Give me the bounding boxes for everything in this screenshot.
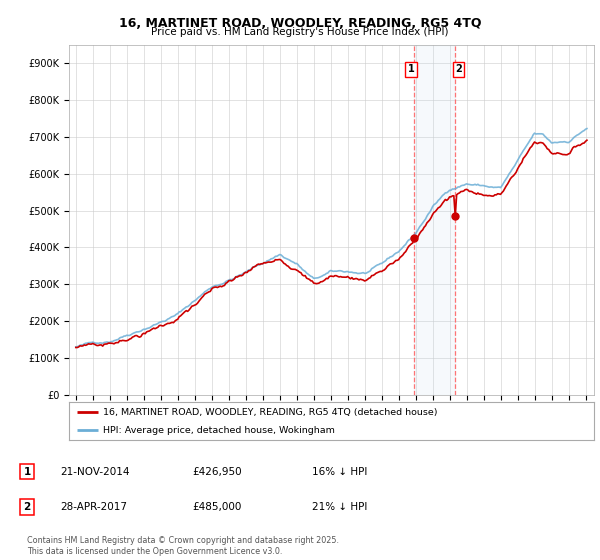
Text: 28-APR-2017: 28-APR-2017 <box>60 502 127 512</box>
Text: £426,950: £426,950 <box>192 466 242 477</box>
Text: 1: 1 <box>407 64 415 74</box>
Text: 21% ↓ HPI: 21% ↓ HPI <box>312 502 367 512</box>
Text: 16, MARTINET ROAD, WOODLEY, READING, RG5 4TQ: 16, MARTINET ROAD, WOODLEY, READING, RG5… <box>119 17 481 30</box>
Text: Price paid vs. HM Land Registry's House Price Index (HPI): Price paid vs. HM Land Registry's House … <box>151 27 449 37</box>
Text: 2: 2 <box>23 502 31 512</box>
Text: 21-NOV-2014: 21-NOV-2014 <box>60 466 130 477</box>
Text: 1: 1 <box>23 466 31 477</box>
Text: £485,000: £485,000 <box>192 502 241 512</box>
Text: Contains HM Land Registry data © Crown copyright and database right 2025.
This d: Contains HM Land Registry data © Crown c… <box>27 536 339 556</box>
Text: HPI: Average price, detached house, Wokingham: HPI: Average price, detached house, Woki… <box>103 426 335 435</box>
Text: 16, MARTINET ROAD, WOODLEY, READING, RG5 4TQ (detached house): 16, MARTINET ROAD, WOODLEY, READING, RG5… <box>103 408 437 417</box>
Text: 2: 2 <box>455 64 462 74</box>
Text: 16% ↓ HPI: 16% ↓ HPI <box>312 466 367 477</box>
Bar <box>413 45 455 395</box>
